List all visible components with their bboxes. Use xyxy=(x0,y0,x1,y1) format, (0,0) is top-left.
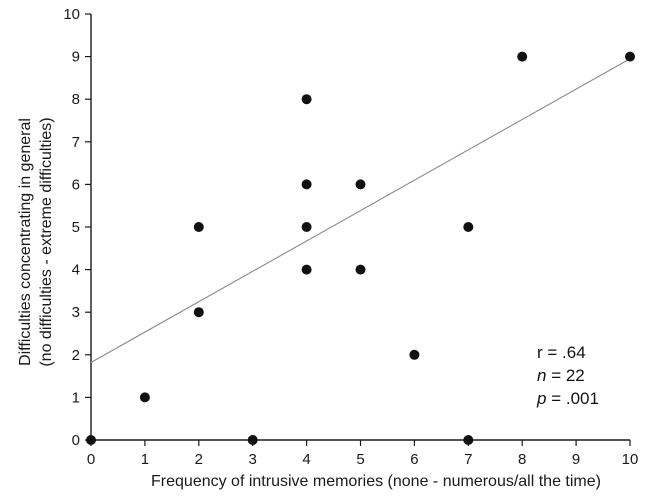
y-axis-title-line1: Difficulties concentrating in general xyxy=(17,118,34,366)
trendline xyxy=(90,58,631,363)
x-tick-label: 0 xyxy=(87,451,95,468)
data-point xyxy=(193,307,204,318)
y-tick-label: 9 xyxy=(72,49,80,66)
x-axis-title: Frequency of intrusive memories (none - … xyxy=(151,473,601,490)
data-points xyxy=(86,51,635,445)
x-axis-ticks: 0 1 2 3 4 5 6 7 8 9 10 xyxy=(87,440,639,468)
data-point xyxy=(463,435,474,445)
y-tick-label: 6 xyxy=(72,176,80,193)
data-point xyxy=(355,264,366,275)
data-point xyxy=(355,179,366,190)
x-tick-label: 10 xyxy=(622,451,639,468)
y-tick-label: 5 xyxy=(72,219,80,236)
data-point xyxy=(139,392,150,403)
r-value-label: r = .64 xyxy=(537,343,586,362)
p-value: = .001 xyxy=(546,389,598,408)
x-tick-label: 2 xyxy=(195,451,203,468)
data-point xyxy=(463,222,474,232)
y-tick-label: 8 xyxy=(72,91,80,108)
x-tick-label: 7 xyxy=(464,451,472,468)
y-tick-label: 0 xyxy=(72,432,80,449)
data-point xyxy=(247,435,258,445)
y-axis-ticks: 0 1 2 3 4 5 6 7 8 9 10 xyxy=(63,6,91,449)
data-point xyxy=(193,222,204,232)
data-point xyxy=(409,349,420,360)
data-point xyxy=(86,435,96,445)
x-tick-label: 5 xyxy=(356,451,364,468)
x-tick-label: 1 xyxy=(141,451,149,468)
data-point xyxy=(301,264,312,275)
statistics-annotation: r = .64 n = 22 p = .001 xyxy=(536,343,599,408)
y-tick-label: 4 xyxy=(72,262,80,279)
data-point xyxy=(625,51,635,62)
n-value-label: n = 22 xyxy=(537,366,585,385)
x-tick-label: 8 xyxy=(518,451,526,468)
x-tick-label: 9 xyxy=(572,451,580,468)
data-point xyxy=(301,94,312,105)
p-value-label: p = .001 xyxy=(536,389,599,408)
data-point xyxy=(301,179,312,190)
y-tick-label: 2 xyxy=(72,347,80,364)
n-symbol: n xyxy=(537,366,546,385)
x-tick-label: 3 xyxy=(249,451,257,468)
data-point xyxy=(517,51,528,62)
x-tick-label: 6 xyxy=(410,451,418,468)
y-tick-label: 3 xyxy=(72,304,80,321)
x-tick-label: 4 xyxy=(302,451,310,468)
y-tick-label: 1 xyxy=(72,389,80,406)
y-tick-label: 7 xyxy=(72,134,80,151)
p-symbol: p xyxy=(536,389,546,408)
n-value: = 22 xyxy=(546,366,584,385)
y-tick-label: 10 xyxy=(63,6,80,23)
y-axis-title-line2: (no difficulties - extreme difficulties) xyxy=(38,117,55,366)
data-point xyxy=(301,222,312,232)
